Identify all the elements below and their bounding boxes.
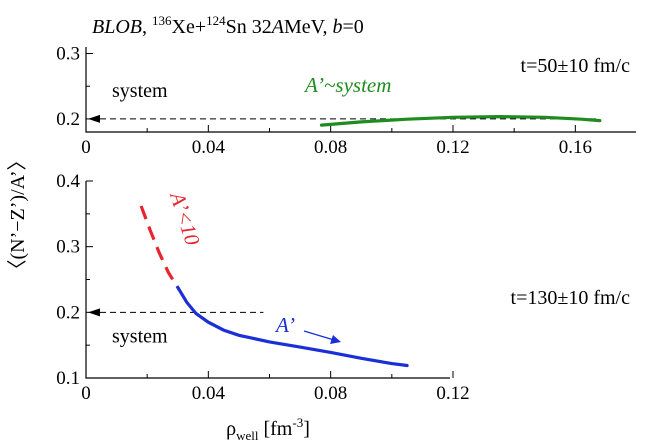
time-annotation: t=50±10 fm/c bbox=[521, 55, 631, 77]
y-tick-label: 0.2 bbox=[56, 109, 80, 130]
chart-header: BLOB, 136Xe+124Sn 32AMeV, b=0 bbox=[92, 13, 364, 38]
series-line bbox=[139, 205, 180, 289]
series-label: A’~system bbox=[303, 73, 391, 97]
reference-label: system bbox=[112, 80, 168, 102]
series-line bbox=[176, 285, 409, 368]
x-tick-label: 0.16 bbox=[559, 137, 592, 158]
header-iso2: 124 bbox=[206, 13, 226, 28]
header-blob: BLOB bbox=[92, 16, 142, 38]
x-label-sub: well bbox=[236, 428, 259, 443]
x-tick-label: 0.08 bbox=[314, 383, 347, 404]
x-label-unit: [fm bbox=[258, 418, 292, 440]
x-tick-label: 0.04 bbox=[192, 383, 226, 404]
reference-arrowhead bbox=[88, 308, 100, 317]
reference-arrowhead bbox=[88, 114, 100, 123]
top-panel: 0 0.04 0.08 0.12 0.16 0.2 0.3 system t=50±10 fm/… bbox=[56, 44, 636, 158]
header-mev: MeV, bbox=[284, 16, 333, 38]
series-line bbox=[319, 114, 602, 127]
header-b: b bbox=[332, 16, 342, 38]
x-tick-label: 0.04 bbox=[192, 137, 226, 158]
series-arrowhead bbox=[330, 335, 341, 344]
x-tick-label: 0.12 bbox=[436, 137, 469, 158]
header-sep: , bbox=[142, 16, 152, 38]
x-axis-label: ρwell [fm-3] bbox=[226, 415, 310, 443]
y-tick-label: 0.3 bbox=[56, 237, 80, 258]
bottom-panel: 0 0.04 0.08 0.12 0.1 0.2 0.3 0.4 system t=130±10 … bbox=[56, 171, 630, 404]
y-tick-label: 0.3 bbox=[56, 44, 80, 65]
header-bval: =0 bbox=[342, 16, 363, 38]
y-tick-label: 0.1 bbox=[56, 368, 80, 389]
x-label-close: ] bbox=[303, 418, 310, 440]
y-axis-label: 〈(N’−Z’)/A’〉 bbox=[7, 150, 29, 279]
reference-label: system bbox=[112, 325, 168, 347]
time-annotation: t=130±10 fm/c bbox=[511, 287, 631, 309]
header-a: A bbox=[270, 16, 285, 38]
x-tick-label: 0 bbox=[81, 383, 91, 404]
y-tick-label: 0.4 bbox=[56, 171, 80, 192]
header-iso1: 136 bbox=[152, 13, 172, 28]
header-el1: Xe+ bbox=[172, 16, 207, 38]
series-label: A’<10 bbox=[165, 187, 205, 248]
header-el2: Sn 32 bbox=[226, 16, 272, 38]
x-tick-label: 0.12 bbox=[436, 383, 469, 404]
x-tick-label: 0 bbox=[81, 137, 91, 158]
y-tick-label: 0.2 bbox=[56, 302, 80, 323]
axis-frame bbox=[85, 181, 450, 379]
series-label: A’ bbox=[274, 313, 295, 337]
series-arrow bbox=[303, 330, 335, 341]
x-label-rho: ρ bbox=[226, 418, 236, 440]
x-tick-label: 0.08 bbox=[314, 137, 347, 158]
x-label-exp: -3 bbox=[292, 415, 303, 430]
